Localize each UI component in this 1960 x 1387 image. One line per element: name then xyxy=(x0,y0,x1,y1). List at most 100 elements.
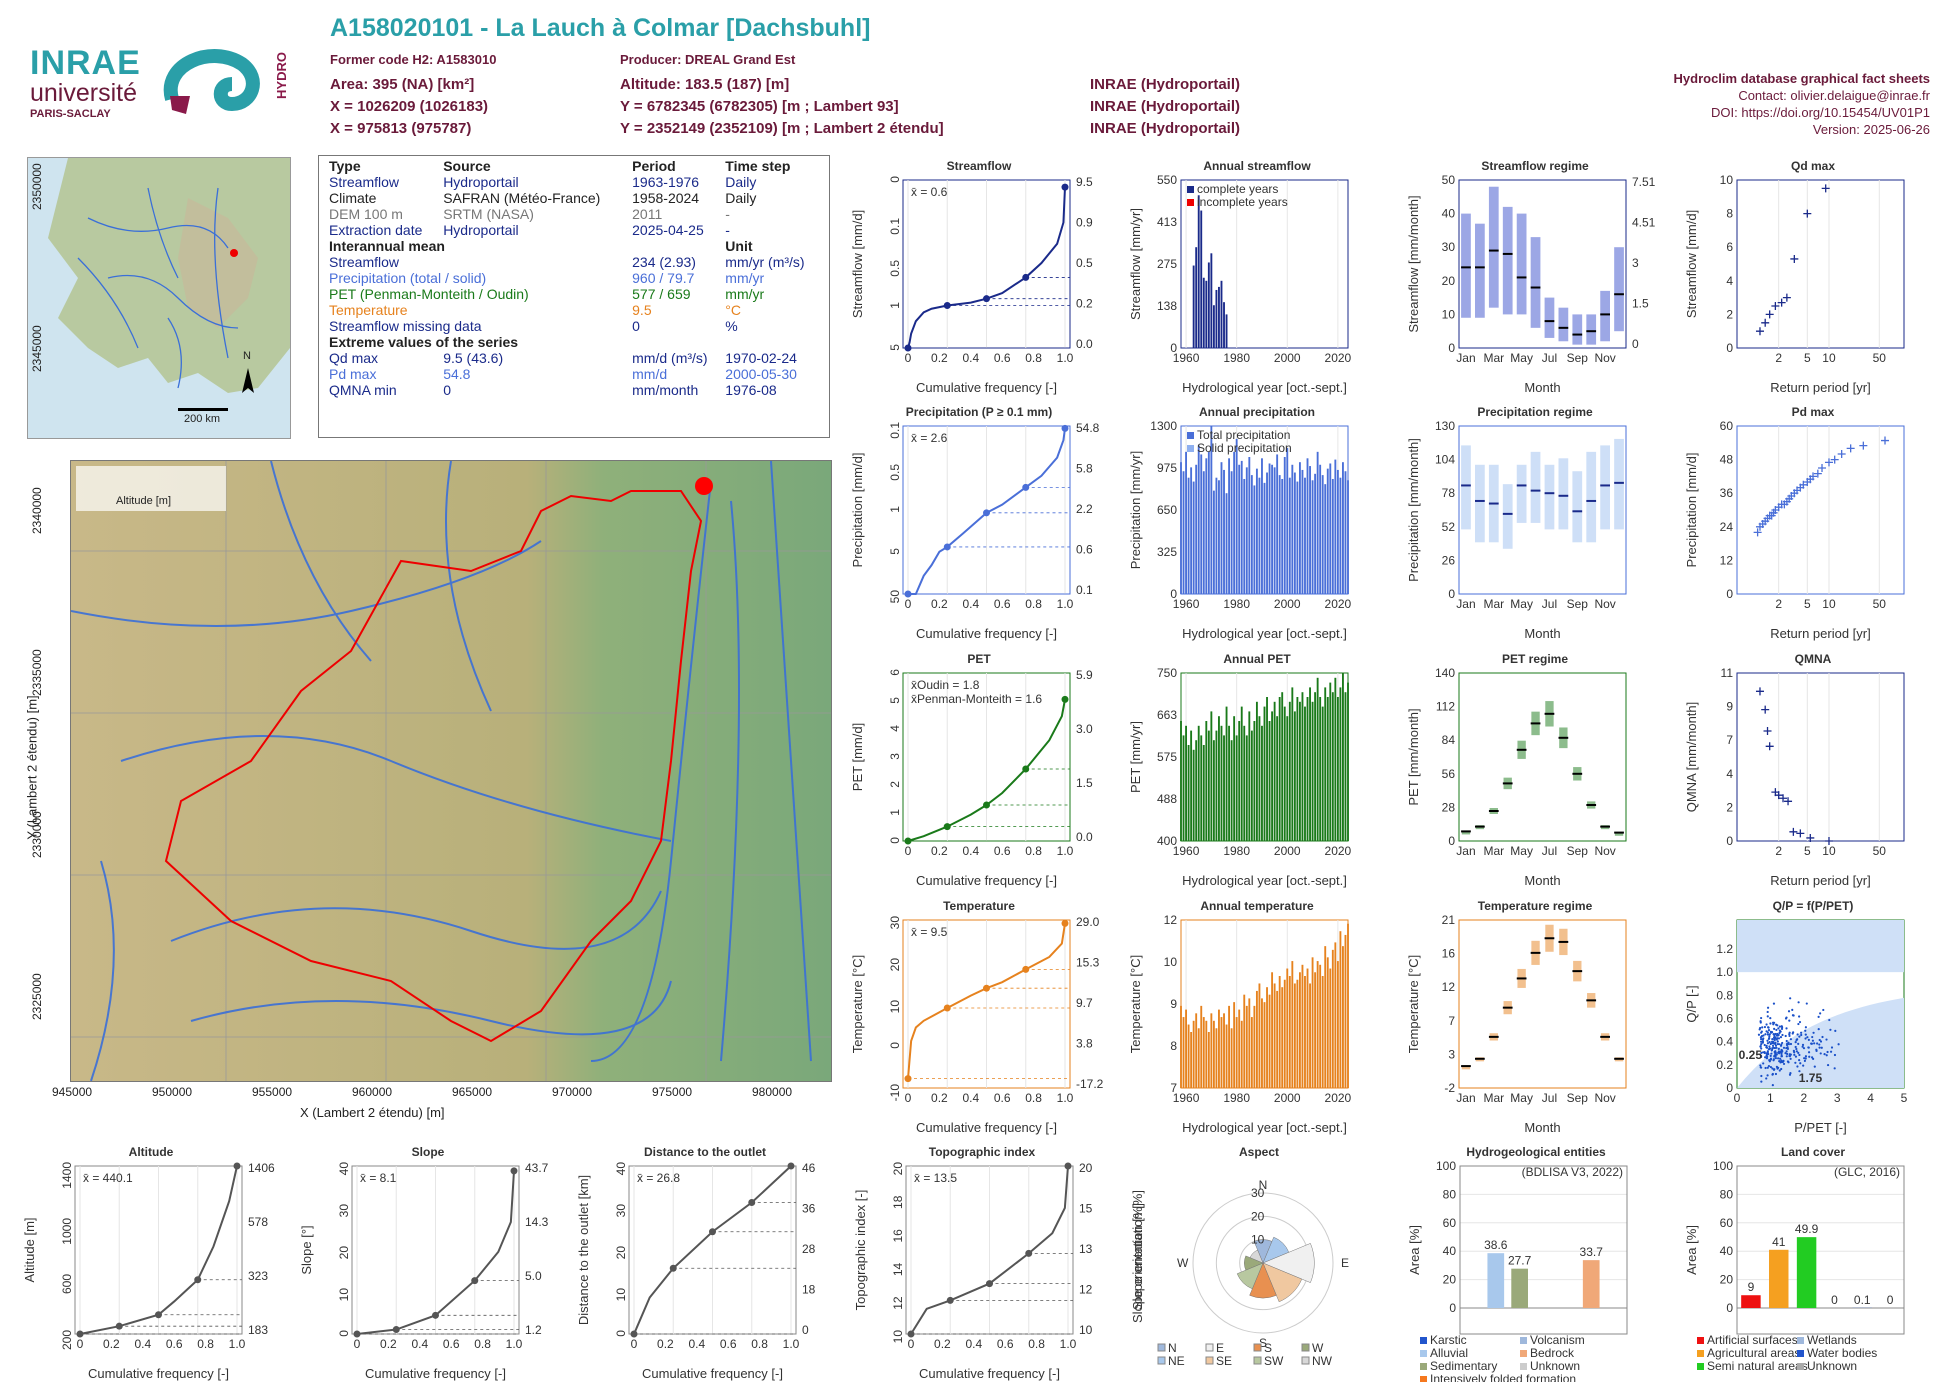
data-point xyxy=(1821,1047,1823,1049)
right-tick: 14.3 xyxy=(525,1215,549,1229)
bar xyxy=(1286,969,1288,1088)
right-tick: 323 xyxy=(248,1269,268,1283)
data-point xyxy=(1773,1034,1775,1036)
x-axis-label: Hydrological year [oct.-sept.] xyxy=(1182,1120,1347,1135)
data-point xyxy=(1775,1045,1777,1047)
bar xyxy=(1345,692,1347,841)
left-tick: 20 xyxy=(891,1162,905,1176)
x-tick: 0.4 xyxy=(134,1337,151,1351)
x-tick: 2 xyxy=(1800,1091,1807,1105)
x-tick: Nov xyxy=(1594,597,1615,611)
bar xyxy=(1241,1021,1243,1088)
data-point xyxy=(1803,1047,1805,1049)
chart-title: Streamflow xyxy=(947,159,1012,173)
bar xyxy=(1291,687,1293,841)
bar xyxy=(1264,483,1266,594)
bar xyxy=(1322,976,1324,1088)
map-xtick: 970000 xyxy=(552,1085,592,1099)
right-tick: -17.2 xyxy=(1076,1077,1104,1091)
data-point xyxy=(1826,1054,1828,1056)
bar xyxy=(1193,750,1195,841)
data-point xyxy=(1814,1066,1816,1068)
legend-swatch xyxy=(1520,1337,1527,1344)
mean-label: x̄ = 8.1 xyxy=(360,1171,397,1185)
y-tick: 12 xyxy=(1164,913,1178,927)
bar xyxy=(1208,1032,1210,1088)
left-tick: 5 xyxy=(888,697,902,704)
data-point xyxy=(1789,1055,1791,1057)
cell: % xyxy=(723,318,821,334)
x-axis-label: Month xyxy=(1524,626,1560,641)
regime-box xyxy=(1586,314,1596,344)
page-title: A158020101 - La Lauch à Colmar [Dachsbuh… xyxy=(330,14,870,43)
map-xlabel: X (Lambert 2 étendu) [m] xyxy=(300,1105,445,1120)
left-tick: 0 xyxy=(888,837,902,844)
y-tick: 7 xyxy=(1726,733,1733,747)
x-tick: Sep xyxy=(1567,351,1589,365)
y-tick: 48 xyxy=(1720,453,1734,467)
regime-box xyxy=(1586,452,1596,542)
bar xyxy=(1226,314,1228,348)
data-point xyxy=(1791,1009,1793,1011)
bar xyxy=(1289,478,1291,594)
x-axis-label: Hydrological year [oct.-sept.] xyxy=(1182,380,1347,395)
right-tick: 183 xyxy=(248,1323,268,1337)
y-tick: 84 xyxy=(1442,733,1456,747)
data-point xyxy=(1780,1045,1782,1047)
right-tick: 0.0 xyxy=(1076,830,1093,844)
bar xyxy=(1188,1025,1190,1088)
bar xyxy=(1342,462,1344,594)
bar xyxy=(1248,998,1250,1088)
legend-label: Bedrock xyxy=(1530,1346,1575,1360)
x-tick: Mar xyxy=(1483,844,1504,858)
right-tick: 12 xyxy=(1079,1283,1093,1297)
data-point xyxy=(1786,1055,1788,1057)
data-point xyxy=(1759,1027,1761,1029)
right-tick: 54.8 xyxy=(1076,421,1100,435)
legend-swatch xyxy=(1420,1337,1427,1344)
y-tick: 10 xyxy=(1720,173,1734,187)
regime-box xyxy=(1559,308,1569,342)
left-tick: 0.5 xyxy=(888,260,902,277)
bar-value: 27.7 xyxy=(1508,1254,1532,1268)
x-axis-label: Return period [yr] xyxy=(1770,380,1870,395)
left-tick: 40 xyxy=(614,1162,628,1176)
right-tick: 28 xyxy=(802,1242,816,1256)
data-point xyxy=(1813,1042,1815,1044)
bar xyxy=(1185,726,1187,841)
bar xyxy=(1236,439,1238,594)
data-point xyxy=(1772,1023,1774,1025)
y-tick: 2 xyxy=(1726,800,1733,814)
data-point xyxy=(1799,1062,1801,1064)
legend-label: SW xyxy=(1264,1354,1284,1368)
map-xtick: 960000 xyxy=(352,1085,392,1099)
left-tick: 0 xyxy=(888,176,902,183)
x-tick: 0 xyxy=(354,1337,361,1351)
contact[interactable]: Contact: olivier.delaigue@inrae.fr xyxy=(1674,87,1930,104)
bar xyxy=(1327,469,1329,594)
data-point xyxy=(1761,1026,1763,1028)
plot-frame xyxy=(1459,673,1626,841)
data-point xyxy=(1785,1017,1787,1019)
doi[interactable]: DOI: https://doi.org/10.15454/UV01P1 xyxy=(1674,104,1930,121)
bar xyxy=(1264,707,1266,841)
legend-swatch xyxy=(1420,1363,1427,1370)
y-tick: 10 xyxy=(1164,955,1178,969)
bar xyxy=(1200,735,1202,841)
data-point xyxy=(1786,1053,1788,1055)
bar xyxy=(1309,466,1311,594)
y-tick: 275 xyxy=(1157,257,1177,271)
bar xyxy=(1345,935,1347,1088)
data-point xyxy=(1769,1041,1771,1043)
x-tick: May xyxy=(1510,597,1533,611)
regime-box xyxy=(1475,465,1485,543)
x-tick: 0 xyxy=(905,844,912,858)
bar xyxy=(1248,457,1250,594)
data-point xyxy=(1767,1027,1769,1029)
minimap-svg xyxy=(28,158,290,438)
y-tick: 60 xyxy=(1720,1216,1734,1230)
